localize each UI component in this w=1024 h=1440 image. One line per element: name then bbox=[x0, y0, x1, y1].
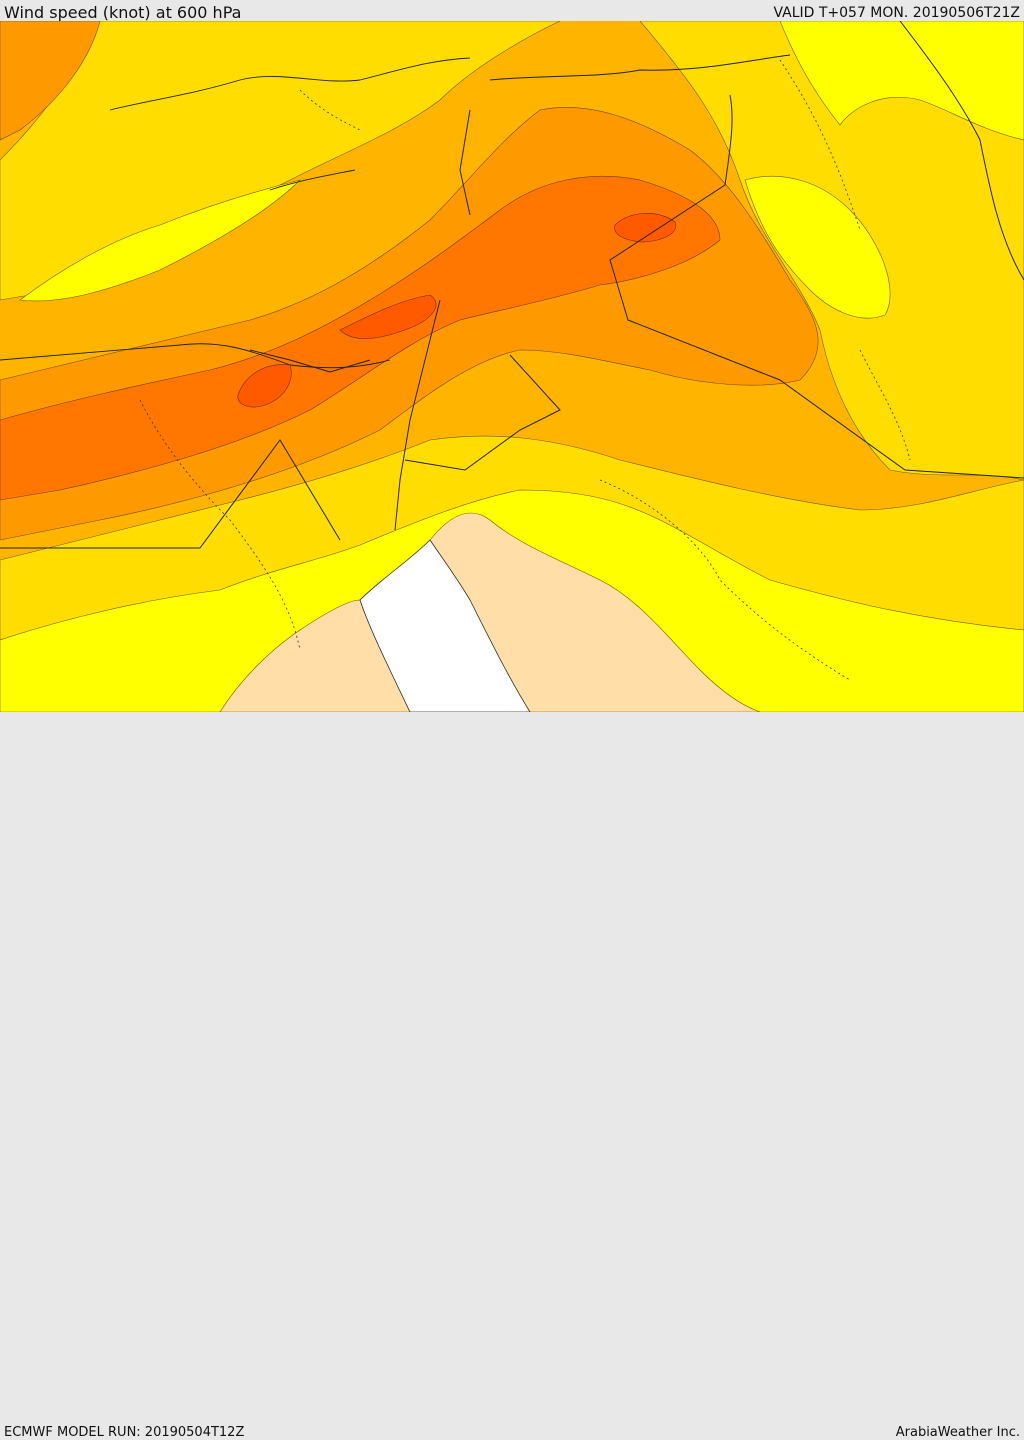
model-run-label: ECMWF MODEL RUN: 20190504T12Z bbox=[4, 1425, 245, 1440]
wind-band-very-low-west bbox=[19, 179, 301, 302]
wind-band-very-low-east bbox=[744, 175, 891, 319]
footer-bar: ECMWF MODEL RUN: 20190504T12Z ArabiaWeat… bbox=[0, 712, 1024, 1440]
credit-label: ArabiaWeather Inc. bbox=[895, 1425, 1020, 1440]
chart-title: Wind speed (knot) at 600 hPa bbox=[4, 3, 242, 22]
wind-band-extreme-core-west bbox=[237, 364, 292, 408]
valid-time-label: VALID T+057 MON. 20190506T21Z bbox=[773, 5, 1020, 21]
coastlines bbox=[0, 57, 471, 369]
wind-band-extreme-core-mid bbox=[339, 294, 437, 339]
red-sea-mask bbox=[359, 539, 531, 712]
wind-band-extreme-core-east bbox=[614, 213, 677, 243]
wind-speed-map bbox=[0, 21, 1024, 712]
header-bar: Wind speed (knot) at 600 hPa VALID T+057… bbox=[0, 0, 1024, 22]
wind-band-high-nw bbox=[0, 21, 101, 141]
country-borders bbox=[0, 21, 1024, 549]
province-boundaries bbox=[139, 59, 911, 681]
